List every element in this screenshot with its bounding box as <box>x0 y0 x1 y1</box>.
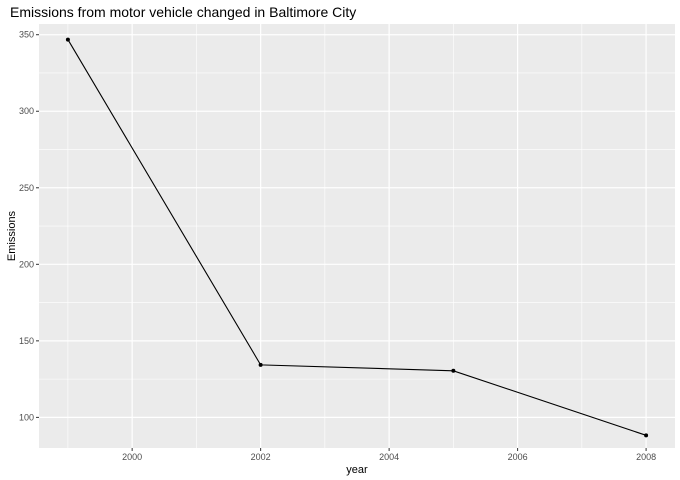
y-axis: 100 150 200 250 300 350 <box>19 30 39 422</box>
x-tick-label: 2008 <box>636 452 656 462</box>
series-line <box>67 39 647 436</box>
plot-panel <box>39 24 675 448</box>
series-layer <box>65 37 649 438</box>
y-tick-label: 300 <box>19 106 34 116</box>
y-tick-label: 150 <box>19 336 34 346</box>
x-tick-label: 2002 <box>251 452 271 462</box>
x-axis-title: year <box>346 464 368 476</box>
data-point <box>258 362 263 367</box>
data-point <box>644 433 649 438</box>
x-axis: 2000 2002 2004 2006 2008 <box>122 448 656 462</box>
grid-minor <box>39 24 675 448</box>
y-tick-label: 350 <box>19 30 34 40</box>
x-tick-label: 2004 <box>379 452 399 462</box>
data-point <box>451 368 456 373</box>
x-tick-label: 2006 <box>508 452 528 462</box>
y-tick-label: 100 <box>19 412 34 422</box>
y-tick-label: 200 <box>19 259 34 269</box>
y-axis-title: Emissions <box>6 210 18 261</box>
y-tick-label: 250 <box>19 183 34 193</box>
data-point <box>65 37 70 42</box>
chart-title: Emissions from motor vehicle changed in … <box>10 4 356 20</box>
grid-major <box>39 24 675 448</box>
x-tick-label: 2000 <box>122 452 142 462</box>
